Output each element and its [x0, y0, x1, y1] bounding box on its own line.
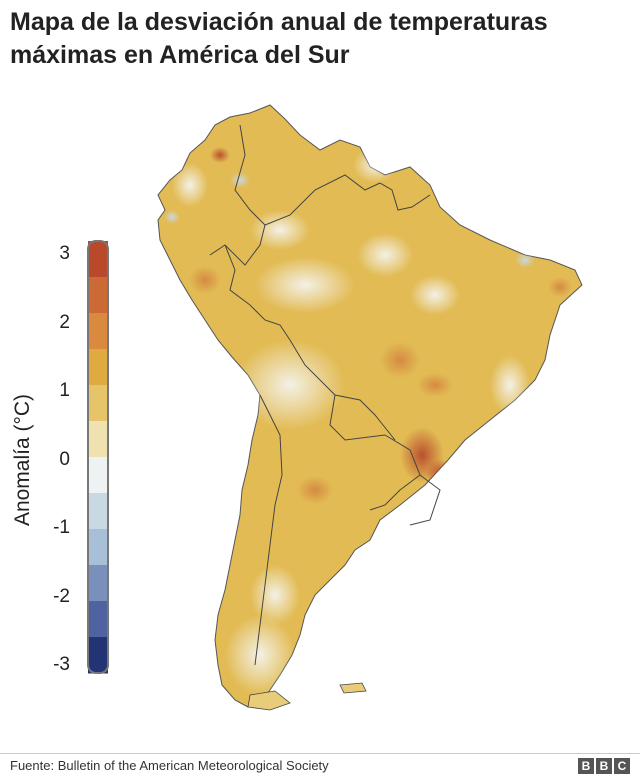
legend-color-step	[88, 349, 108, 386]
legend-color-step	[88, 529, 108, 566]
legend-tick: 1	[59, 380, 70, 401]
legend-color-bar	[87, 240, 109, 674]
legend-bar-frame	[87, 240, 109, 674]
legend-color-step	[88, 277, 108, 314]
source-credit: Fuente: Bulletin of the American Meteoro…	[10, 758, 329, 773]
legend-tick: 0	[59, 449, 70, 470]
legend-color-step	[88, 421, 108, 458]
legend-color-step	[88, 565, 108, 602]
page-title: Mapa de la desviación anual de temperatu…	[10, 8, 548, 69]
bbc-logo-letter: B	[596, 758, 612, 774]
legend-color-step	[88, 601, 108, 638]
legend-color-step	[88, 457, 108, 494]
legend-tick: -2	[53, 586, 70, 607]
legend-color-step	[88, 241, 108, 278]
footer-divider	[0, 753, 640, 754]
legend-tick: -3	[53, 654, 70, 675]
legend-color-step	[88, 385, 108, 422]
legend-color-step	[88, 493, 108, 530]
legend-tick: 2	[59, 312, 70, 333]
legend-tick: -1	[53, 517, 70, 538]
legend: 3 2 1 0 -1 -2 -3	[10, 235, 120, 680]
legend-color-step	[88, 637, 108, 674]
legend-tick: 3	[59, 243, 70, 264]
legend-title: Anomalía (°C)	[11, 393, 34, 527]
south-america-map	[157, 104, 583, 711]
bbc-logo-letter: C	[614, 758, 630, 774]
bbc-logo-letter: B	[578, 758, 594, 774]
legend-color-step	[88, 313, 108, 350]
bbc-logo: B B C	[578, 758, 630, 774]
